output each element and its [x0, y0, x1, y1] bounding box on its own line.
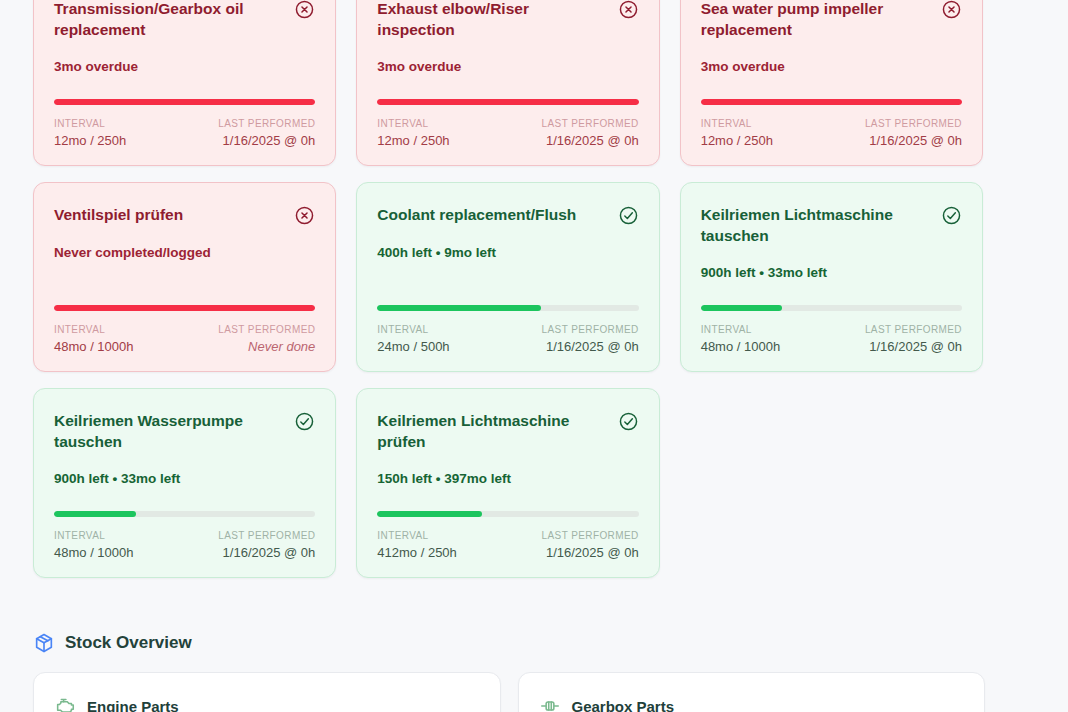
card-title: Ventilspiel prüfen	[54, 204, 183, 225]
last-performed-label: LAST PERFORMED	[218, 324, 315, 335]
progress-fill	[377, 305, 540, 311]
last-performed-label: LAST PERFORMED	[542, 530, 639, 541]
interval-label: INTERVAL	[701, 324, 781, 335]
stock-category-card[interactable]: Gearbox Parts	[518, 672, 986, 712]
last-performed-label: LAST PERFORMED	[218, 530, 315, 541]
maintenance-card[interactable]: Sea water pump impeller replacement 3mo …	[680, 0, 983, 166]
progress-fill	[701, 305, 783, 311]
check-circle-icon	[618, 205, 639, 226]
last-performed-value: 1/16/2025 @ 0h	[542, 545, 639, 560]
card-status: 900h left • 33mo left	[54, 470, 315, 487]
card-status: 3mo overdue	[54, 58, 315, 75]
check-circle-icon	[294, 411, 315, 432]
interval-value: 48mo / 1000h	[701, 339, 781, 354]
progress-fill	[54, 305, 315, 311]
card-title: Keilriemen Lichtmaschine tauschen	[701, 204, 933, 246]
x-circle-icon	[941, 0, 962, 20]
interval-value: 48mo / 1000h	[54, 545, 134, 560]
interval-value: 12mo / 250h	[54, 133, 126, 148]
card-status: 400h left • 9mo left	[377, 244, 638, 261]
progress-fill	[54, 99, 315, 105]
card-status: Never completed/logged	[54, 244, 315, 261]
interval-value: 24mo / 500h	[377, 339, 449, 354]
interval-value: 12mo / 250h	[701, 133, 773, 148]
check-circle-icon	[618, 411, 639, 432]
interval-label: INTERVAL	[377, 324, 449, 335]
package-icon	[33, 632, 55, 654]
last-performed-label: LAST PERFORMED	[865, 118, 962, 129]
last-performed-value: 1/16/2025 @ 0h	[542, 339, 639, 354]
last-performed-value: 1/16/2025 @ 0h	[865, 339, 962, 354]
progress-bar	[54, 305, 315, 311]
last-performed-value: 1/16/2025 @ 0h	[218, 545, 315, 560]
x-circle-icon	[618, 0, 639, 20]
card-status: 3mo overdue	[377, 58, 638, 75]
card-title: Keilriemen Lichtmaschine prüfen	[377, 410, 609, 452]
card-title: Transmission/Gearbox oil replacement	[54, 0, 286, 40]
x-circle-icon	[294, 205, 315, 226]
engine-icon	[54, 695, 76, 712]
last-performed-value: 1/16/2025 @ 0h	[865, 133, 962, 148]
progress-fill	[54, 511, 136, 517]
interval-label: INTERVAL	[54, 324, 134, 335]
progress-fill	[377, 511, 482, 517]
interval-label: INTERVAL	[701, 118, 773, 129]
card-title: Sea water pump impeller replacement	[701, 0, 933, 40]
progress-bar	[701, 99, 962, 105]
card-title: Exhaust elbow/Riser inspection	[377, 0, 609, 40]
interval-label: INTERVAL	[377, 118, 449, 129]
page: Transmission/Gearbox oil replacement 3mo…	[0, 0, 1068, 712]
progress-bar	[54, 511, 315, 517]
interval-value: 48mo / 1000h	[54, 339, 134, 354]
maintenance-card[interactable]: Keilriemen Lichtmaschine prüfen 150h lef…	[356, 388, 659, 578]
progress-fill	[377, 99, 638, 105]
stock-overview-header: Stock Overview	[33, 632, 985, 654]
card-title: Keilriemen Wasserpumpe tauschen	[54, 410, 286, 452]
card-title: Coolant replacement/Flush	[377, 204, 576, 225]
stock-overview-section: Stock Overview Engine Parts	[33, 632, 985, 712]
card-status: 3mo overdue	[701, 58, 962, 75]
interval-value: 12mo / 250h	[377, 133, 449, 148]
interval-label: INTERVAL	[377, 530, 457, 541]
interval-label: INTERVAL	[54, 530, 134, 541]
maintenance-card[interactable]: Exhaust elbow/Riser inspection 3mo overd…	[356, 0, 659, 166]
progress-bar	[54, 99, 315, 105]
card-status: 900h left • 33mo left	[701, 264, 962, 281]
stock-category-card[interactable]: Engine Parts	[33, 672, 501, 712]
x-circle-icon	[294, 0, 315, 20]
progress-bar	[377, 99, 638, 105]
progress-fill	[701, 99, 962, 105]
interval-value: 412mo / 250h	[377, 545, 457, 560]
maintenance-card[interactable]: Coolant replacement/Flush 400h left • 9m…	[356, 182, 659, 372]
gearbox-icon	[539, 695, 561, 712]
last-performed-value: 1/16/2025 @ 0h	[218, 133, 315, 148]
last-performed-label: LAST PERFORMED	[542, 118, 639, 129]
stock-grid: Engine Parts Gearbox Parts	[33, 672, 985, 712]
card-status: 150h left • 397mo left	[377, 470, 638, 487]
stock-overview-title: Stock Overview	[65, 633, 192, 653]
maintenance-grid: Transmission/Gearbox oil replacement 3mo…	[33, 0, 983, 578]
maintenance-card[interactable]: Transmission/Gearbox oil replacement 3mo…	[33, 0, 336, 166]
maintenance-card[interactable]: Ventilspiel prüfen Never completed/logge…	[33, 182, 336, 372]
last-performed-label: LAST PERFORMED	[218, 118, 315, 129]
stock-category-label: Engine Parts	[87, 698, 179, 712]
maintenance-card[interactable]: Keilriemen Wasserpumpe tauschen 900h lef…	[33, 388, 336, 578]
maintenance-card[interactable]: Keilriemen Lichtmaschine tauschen 900h l…	[680, 182, 983, 372]
last-performed-value: Never done	[218, 339, 315, 354]
last-performed-label: LAST PERFORMED	[542, 324, 639, 335]
stock-category-label: Gearbox Parts	[572, 698, 675, 712]
check-circle-icon	[941, 205, 962, 226]
last-performed-label: LAST PERFORMED	[865, 324, 962, 335]
interval-label: INTERVAL	[54, 118, 126, 129]
progress-bar	[701, 305, 962, 311]
last-performed-value: 1/16/2025 @ 0h	[542, 133, 639, 148]
progress-bar	[377, 305, 638, 311]
progress-bar	[377, 511, 638, 517]
